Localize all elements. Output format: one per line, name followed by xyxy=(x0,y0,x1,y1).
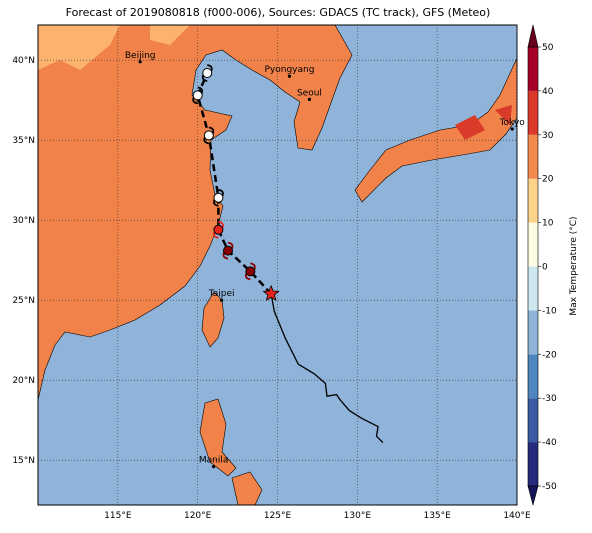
city-label: Manila xyxy=(199,456,229,466)
city-label: Pyongyang xyxy=(265,65,315,75)
luzon xyxy=(199,398,237,477)
typhoon-symbol xyxy=(244,262,256,281)
lon-tick-label: 120°E xyxy=(184,511,212,521)
lat-tick-label: 30°N xyxy=(12,216,35,226)
colorbar-extend-high xyxy=(527,24,539,48)
forecast-point xyxy=(245,266,256,277)
lon-tick-label: 135°E xyxy=(423,511,451,521)
lon-tick-label: 125°E xyxy=(264,511,292,521)
typhoon-symbol xyxy=(203,126,215,145)
city-dot xyxy=(212,465,216,469)
lat-tick-label: 35°N xyxy=(12,136,35,146)
city-label: Seoul xyxy=(297,88,322,98)
colorbar-tick-label: 50 xyxy=(542,43,554,53)
city-dot xyxy=(220,298,224,302)
forecast-point xyxy=(223,245,234,256)
colorbar-label: Max Temperature (°C) xyxy=(569,216,579,315)
city-dot xyxy=(307,97,312,101)
colorbar-bin xyxy=(528,266,538,311)
forecast-point xyxy=(213,192,224,203)
typhoon-symbol xyxy=(213,220,224,239)
taiwan xyxy=(201,291,225,348)
japan-alps xyxy=(455,105,512,140)
colorbar-extend-low xyxy=(527,485,539,507)
colorbar-bin xyxy=(528,47,538,91)
colorbar-tick-label: 10 xyxy=(542,219,554,229)
highland xyxy=(38,25,190,70)
lat-tick-label: 20°N xyxy=(12,376,35,386)
lat-tick-label: 40°N xyxy=(12,56,35,66)
city-dot xyxy=(138,60,142,64)
colorbar-tick-label: 40 xyxy=(542,87,554,97)
forecast-point xyxy=(213,224,224,235)
colorbar-tick-label: 0 xyxy=(542,263,548,273)
lon-tick-label: 140°E xyxy=(503,511,531,521)
city-dot xyxy=(510,127,514,131)
lon-tick-label: 130°E xyxy=(344,511,372,521)
city-label: Taipei xyxy=(208,289,235,299)
lat-tick-label: 25°N xyxy=(12,296,35,306)
colorbar-tick-label: -50 xyxy=(542,482,557,492)
visayas xyxy=(231,471,263,505)
forecast-point xyxy=(192,90,203,101)
past-track xyxy=(270,293,384,444)
colorbar-bin xyxy=(528,310,538,355)
forecast-track xyxy=(196,72,273,295)
city-label: Beijing xyxy=(125,51,156,61)
lon-tick-label: 115°E xyxy=(104,511,132,521)
typhoon-symbol xyxy=(201,64,213,82)
colorbar-bin xyxy=(528,178,538,223)
city-label: Tokyo xyxy=(499,118,526,128)
colorbar-tick-label: -10 xyxy=(542,306,557,316)
colorbar-tick-label: -20 xyxy=(542,350,557,360)
colorbar-bin xyxy=(528,134,538,179)
title: Forecast of 2019080818 (f000-006), Sourc… xyxy=(66,6,491,19)
typhoon-symbol xyxy=(192,86,204,105)
mainland xyxy=(38,25,353,401)
lat-tick-label: 15°N xyxy=(12,456,35,466)
typhoon-symbol xyxy=(222,241,234,260)
typhoon-symbol xyxy=(213,188,224,207)
colorbar-tick-label: 20 xyxy=(542,175,554,185)
colorbar-bin xyxy=(528,354,538,399)
current-position xyxy=(262,284,280,302)
colorbar-tick-label: -30 xyxy=(542,394,557,404)
colorbar-bin xyxy=(528,442,538,486)
colorbar-bin xyxy=(528,90,538,135)
colorbar-tick-label: 30 xyxy=(542,131,554,141)
forecast-point xyxy=(203,130,214,141)
colorbar-bin xyxy=(528,398,538,443)
city-dot xyxy=(287,74,292,78)
forecast-point xyxy=(202,68,213,78)
colorbar-tick-label: -40 xyxy=(542,438,557,448)
colorbar-bin xyxy=(528,222,538,267)
